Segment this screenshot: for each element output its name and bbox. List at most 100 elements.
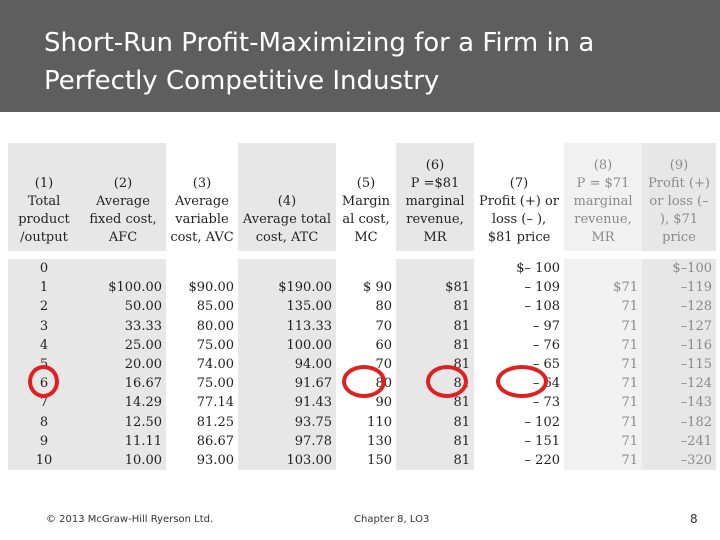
- table-cell: 81: [396, 316, 474, 336]
- table-cell: [80, 259, 166, 279]
- table-cell: $– 100: [474, 259, 564, 279]
- table-cell: 71: [564, 335, 642, 356]
- table-cell: 130: [336, 431, 396, 452]
- table-cell: 71: [564, 297, 642, 317]
- table-cell: 71: [564, 316, 642, 336]
- title-bar: [0, 0, 720, 112]
- table-cell: 90: [336, 393, 396, 413]
- table-cell: 103.00: [238, 451, 336, 471]
- table-cell: 91.67: [238, 374, 336, 394]
- table-cell: 81: [396, 451, 474, 471]
- table-cell: 71: [564, 393, 642, 413]
- table-cell: –143: [642, 393, 716, 413]
- table-cell: 71: [564, 451, 642, 471]
- table-cell: 93.00: [166, 451, 238, 471]
- table-cell: $81: [396, 278, 474, 298]
- table-cell: $ 90: [336, 278, 396, 298]
- table-cell: 12.50: [80, 412, 166, 432]
- table-row: 9 11.11 86.67 97.78 130 81– 151 71 –241: [8, 431, 716, 452]
- table-cell: 16.67: [80, 374, 166, 394]
- table-cell: –119: [642, 278, 716, 298]
- table-cell: 70: [336, 316, 396, 336]
- table-cell: 81: [396, 297, 474, 317]
- table-cell: 74.00: [166, 355, 238, 375]
- table-cell: –182: [642, 412, 716, 432]
- table-cell: –115: [642, 355, 716, 375]
- table-cell: 71: [564, 412, 642, 432]
- table-cell: – 76: [474, 335, 564, 356]
- table-cell: – 65: [474, 355, 564, 375]
- spacer-row: [8, 251, 716, 259]
- table-cell: –127: [642, 316, 716, 336]
- table-cell: 81: [396, 412, 474, 432]
- table-cell: 60: [336, 335, 396, 356]
- header-cell: (9) Profit (+) or loss (– ), $71 price: [642, 143, 716, 251]
- table-cell: 10: [8, 451, 80, 471]
- table-cell: 81: [396, 431, 474, 452]
- table-cell: 85.00: [166, 297, 238, 317]
- table-cell: [166, 259, 238, 279]
- table-cell: 77.14: [166, 393, 238, 413]
- header-cell: (8) P = $71 marginal revenue, MR: [564, 143, 642, 251]
- table-cell: 7: [8, 393, 80, 413]
- table-cell: $–100: [642, 259, 716, 279]
- header-cell: (5) Margin al cost, MC: [336, 143, 396, 251]
- table-row: 3 33.33 80.00 113.33 70 81– 97 71 –127: [8, 316, 716, 336]
- chapter-footer: Chapter 8, LO3: [354, 514, 430, 525]
- table-row: 0 $– 100 $–100: [8, 259, 716, 279]
- highlight-circle-mr: [426, 365, 468, 398]
- table-cell: 113.33: [238, 316, 336, 336]
- header-cell: (3) Average variable cost, AVC: [166, 143, 238, 251]
- table-cell: 81.25: [166, 412, 238, 432]
- header-cell: (1) Total product /output: [8, 143, 80, 251]
- header-cell: (4) Average total cost, ATC: [238, 143, 336, 251]
- table-row: 4 25.00 75.00 100.00 60 81– 76 71 –116: [8, 335, 716, 356]
- table-cell: [396, 259, 474, 279]
- table-cell: $90.00: [166, 278, 238, 298]
- table-cell: 81: [396, 393, 474, 413]
- table-cell: 50.00: [80, 297, 166, 317]
- table-cell: –116: [642, 335, 716, 356]
- table-cell: – 220: [474, 451, 564, 471]
- table-cell: 3: [8, 316, 80, 336]
- table-cell: $71: [564, 278, 642, 298]
- table-cell: 110: [336, 412, 396, 432]
- table-cell: – 73: [474, 393, 564, 413]
- table-cell: –241: [642, 431, 716, 452]
- table-cell: –320: [642, 451, 716, 471]
- highlight-circle-mc: [342, 365, 386, 398]
- table-cell: 14.29: [80, 393, 166, 413]
- table-cell: 2: [8, 297, 80, 317]
- copyright-footer: © 2013 McGraw-Hill Ryerson Ltd.: [46, 514, 214, 525]
- header-row: (1) Total product /output (2) Average fixe…: [8, 143, 716, 251]
- table-row: 10 10.00 93.00 103.00 150 81– 220 71 –320: [8, 451, 716, 471]
- table-cell: 20.00: [80, 355, 166, 375]
- table-row: 8 12.50 81.25 93.75 110 81– 102 71 –182: [8, 412, 716, 432]
- cost-revenue-table: (1) Total product /output (2) Average fixe…: [8, 143, 716, 471]
- table-cell: [336, 259, 396, 279]
- header-cell: (7) Profit (+) or loss (– ), $81 price: [474, 143, 564, 251]
- header-cell: (6) P =$81 marginal revenue, MR: [396, 143, 474, 251]
- slide-title: Short-Run Profit-Maximizing for a Firm i…: [44, 28, 595, 96]
- table-row: 2 50.00 85.00 135.00 80 81– 108 71 –128: [8, 297, 716, 317]
- table-cell: – 97: [474, 316, 564, 336]
- table-cell: 75.00: [166, 335, 238, 356]
- table-cell: 9: [8, 431, 80, 452]
- table-cell: 71: [564, 431, 642, 452]
- table-cell: 93.75: [238, 412, 336, 432]
- highlight-circle-output: [28, 365, 59, 398]
- table-cell: 33.33: [80, 316, 166, 336]
- table-cell: 75.00: [166, 374, 238, 394]
- table-row: 1 $100.00 $90.00 $190.00 $ 90 $81– 109 $71 –119: [8, 278, 716, 298]
- table-cell: – 151: [474, 431, 564, 452]
- table-cell: 8: [8, 412, 80, 432]
- table-cell: – 102: [474, 412, 564, 432]
- table-cell: 80: [336, 297, 396, 317]
- table-cell: [564, 259, 642, 279]
- table-cell: 25.00: [80, 335, 166, 356]
- table-cell: 150: [336, 451, 396, 471]
- table-cell: 0: [8, 259, 80, 279]
- table-cell: 71: [564, 355, 642, 375]
- table-cell: 97.78: [238, 431, 336, 452]
- table-cell: $100.00: [80, 278, 166, 298]
